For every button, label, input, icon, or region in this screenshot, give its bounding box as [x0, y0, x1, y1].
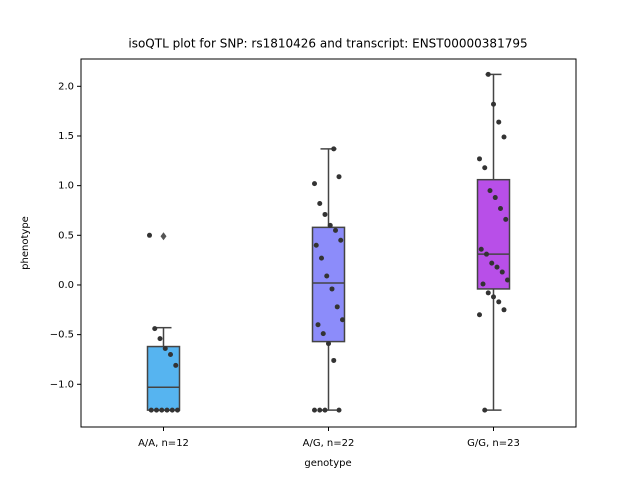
box — [146, 345, 181, 411]
point — [480, 281, 486, 287]
point — [491, 294, 496, 300]
point — [484, 251, 489, 257]
point — [322, 211, 328, 217]
x-axis-label: genotype — [304, 458, 351, 469]
point — [478, 246, 484, 252]
point — [485, 71, 491, 77]
point — [491, 101, 496, 107]
point — [162, 346, 168, 352]
y-tick-label: 1.0 — [58, 181, 74, 192]
point — [336, 407, 342, 413]
y-tick-label: −1.0 — [50, 379, 74, 390]
point — [173, 362, 179, 368]
y-tick-label: 2.0 — [58, 81, 74, 92]
point — [338, 237, 344, 243]
point — [496, 299, 502, 305]
point — [331, 146, 337, 152]
point — [319, 255, 324, 261]
point — [505, 277, 510, 283]
point — [148, 407, 154, 413]
chart-title: isoQTL plot for SNP: rs1810426 and trans… — [128, 37, 527, 51]
point — [477, 156, 482, 162]
point — [333, 227, 338, 233]
point — [501, 307, 507, 313]
point — [315, 322, 321, 328]
point — [159, 407, 165, 413]
y-tick-label: −0.5 — [50, 330, 74, 341]
point — [327, 222, 333, 228]
point — [312, 407, 317, 413]
point — [313, 242, 319, 248]
x-tick-label: A/G, n=22 — [303, 438, 355, 449]
y-tick-label: 0.0 — [58, 280, 74, 291]
point — [175, 407, 180, 413]
point — [147, 232, 152, 238]
x-tick-label: G/G, n=23 — [467, 438, 520, 449]
point — [320, 331, 326, 337]
y-axis-label: phenotype — [20, 216, 31, 270]
point — [498, 205, 503, 211]
point — [340, 317, 345, 323]
point — [336, 174, 342, 180]
point — [477, 312, 482, 318]
point — [494, 264, 500, 270]
point — [503, 216, 509, 222]
point — [482, 165, 488, 171]
point — [485, 290, 491, 296]
point — [317, 201, 323, 207]
point — [334, 304, 340, 310]
point — [317, 407, 323, 413]
point — [326, 341, 331, 347]
point — [324, 273, 330, 279]
point — [329, 286, 335, 292]
point — [489, 260, 495, 266]
point — [331, 357, 337, 363]
point — [499, 269, 505, 275]
y-tick-label: 1.5 — [58, 131, 74, 142]
point — [312, 181, 317, 187]
point — [152, 326, 158, 332]
point — [482, 407, 488, 413]
point — [157, 336, 163, 342]
point — [164, 407, 170, 413]
point — [501, 134, 507, 140]
point — [168, 351, 173, 357]
point — [169, 407, 175, 413]
outlier — [160, 232, 167, 241]
point — [492, 195, 498, 201]
plot-frame — [80, 58, 577, 428]
y-tick-label: 0.5 — [58, 230, 74, 241]
point — [496, 119, 502, 125]
x-tick-label: A/A, n=12 — [138, 438, 189, 449]
point — [487, 188, 493, 194]
point — [154, 407, 159, 413]
point — [322, 407, 328, 413]
